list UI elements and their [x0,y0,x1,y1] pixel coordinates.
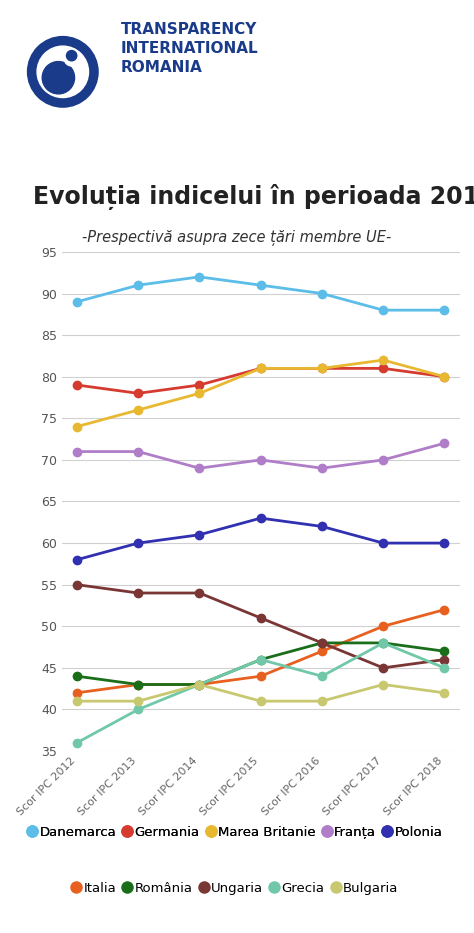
Circle shape [27,36,98,107]
Legend: Danemarca, Germania, Marea Britanie, Franța, Polonia: Danemarca, Germania, Marea Britanie, Fra… [26,821,448,844]
Text: TRANSPARENCY
INTERNATIONAL
ROMANIA: TRANSPARENCY INTERNATIONAL ROMANIA [121,22,258,75]
Circle shape [37,46,89,98]
Circle shape [66,50,77,61]
Circle shape [42,62,74,94]
Text: -Prespectivă asupra zece țări membre UE-: -Prespectivă asupra zece țări membre UE- [82,230,392,245]
Legend: Italia, România, Ungaria, Grecia, Bulgaria: Italia, România, Ungaria, Grecia, Bulgar… [70,877,404,900]
Text: Evoluția indicelui în perioada 2012 - 2018: Evoluția indicelui în perioada 2012 - 20… [33,184,474,210]
Circle shape [64,51,79,66]
